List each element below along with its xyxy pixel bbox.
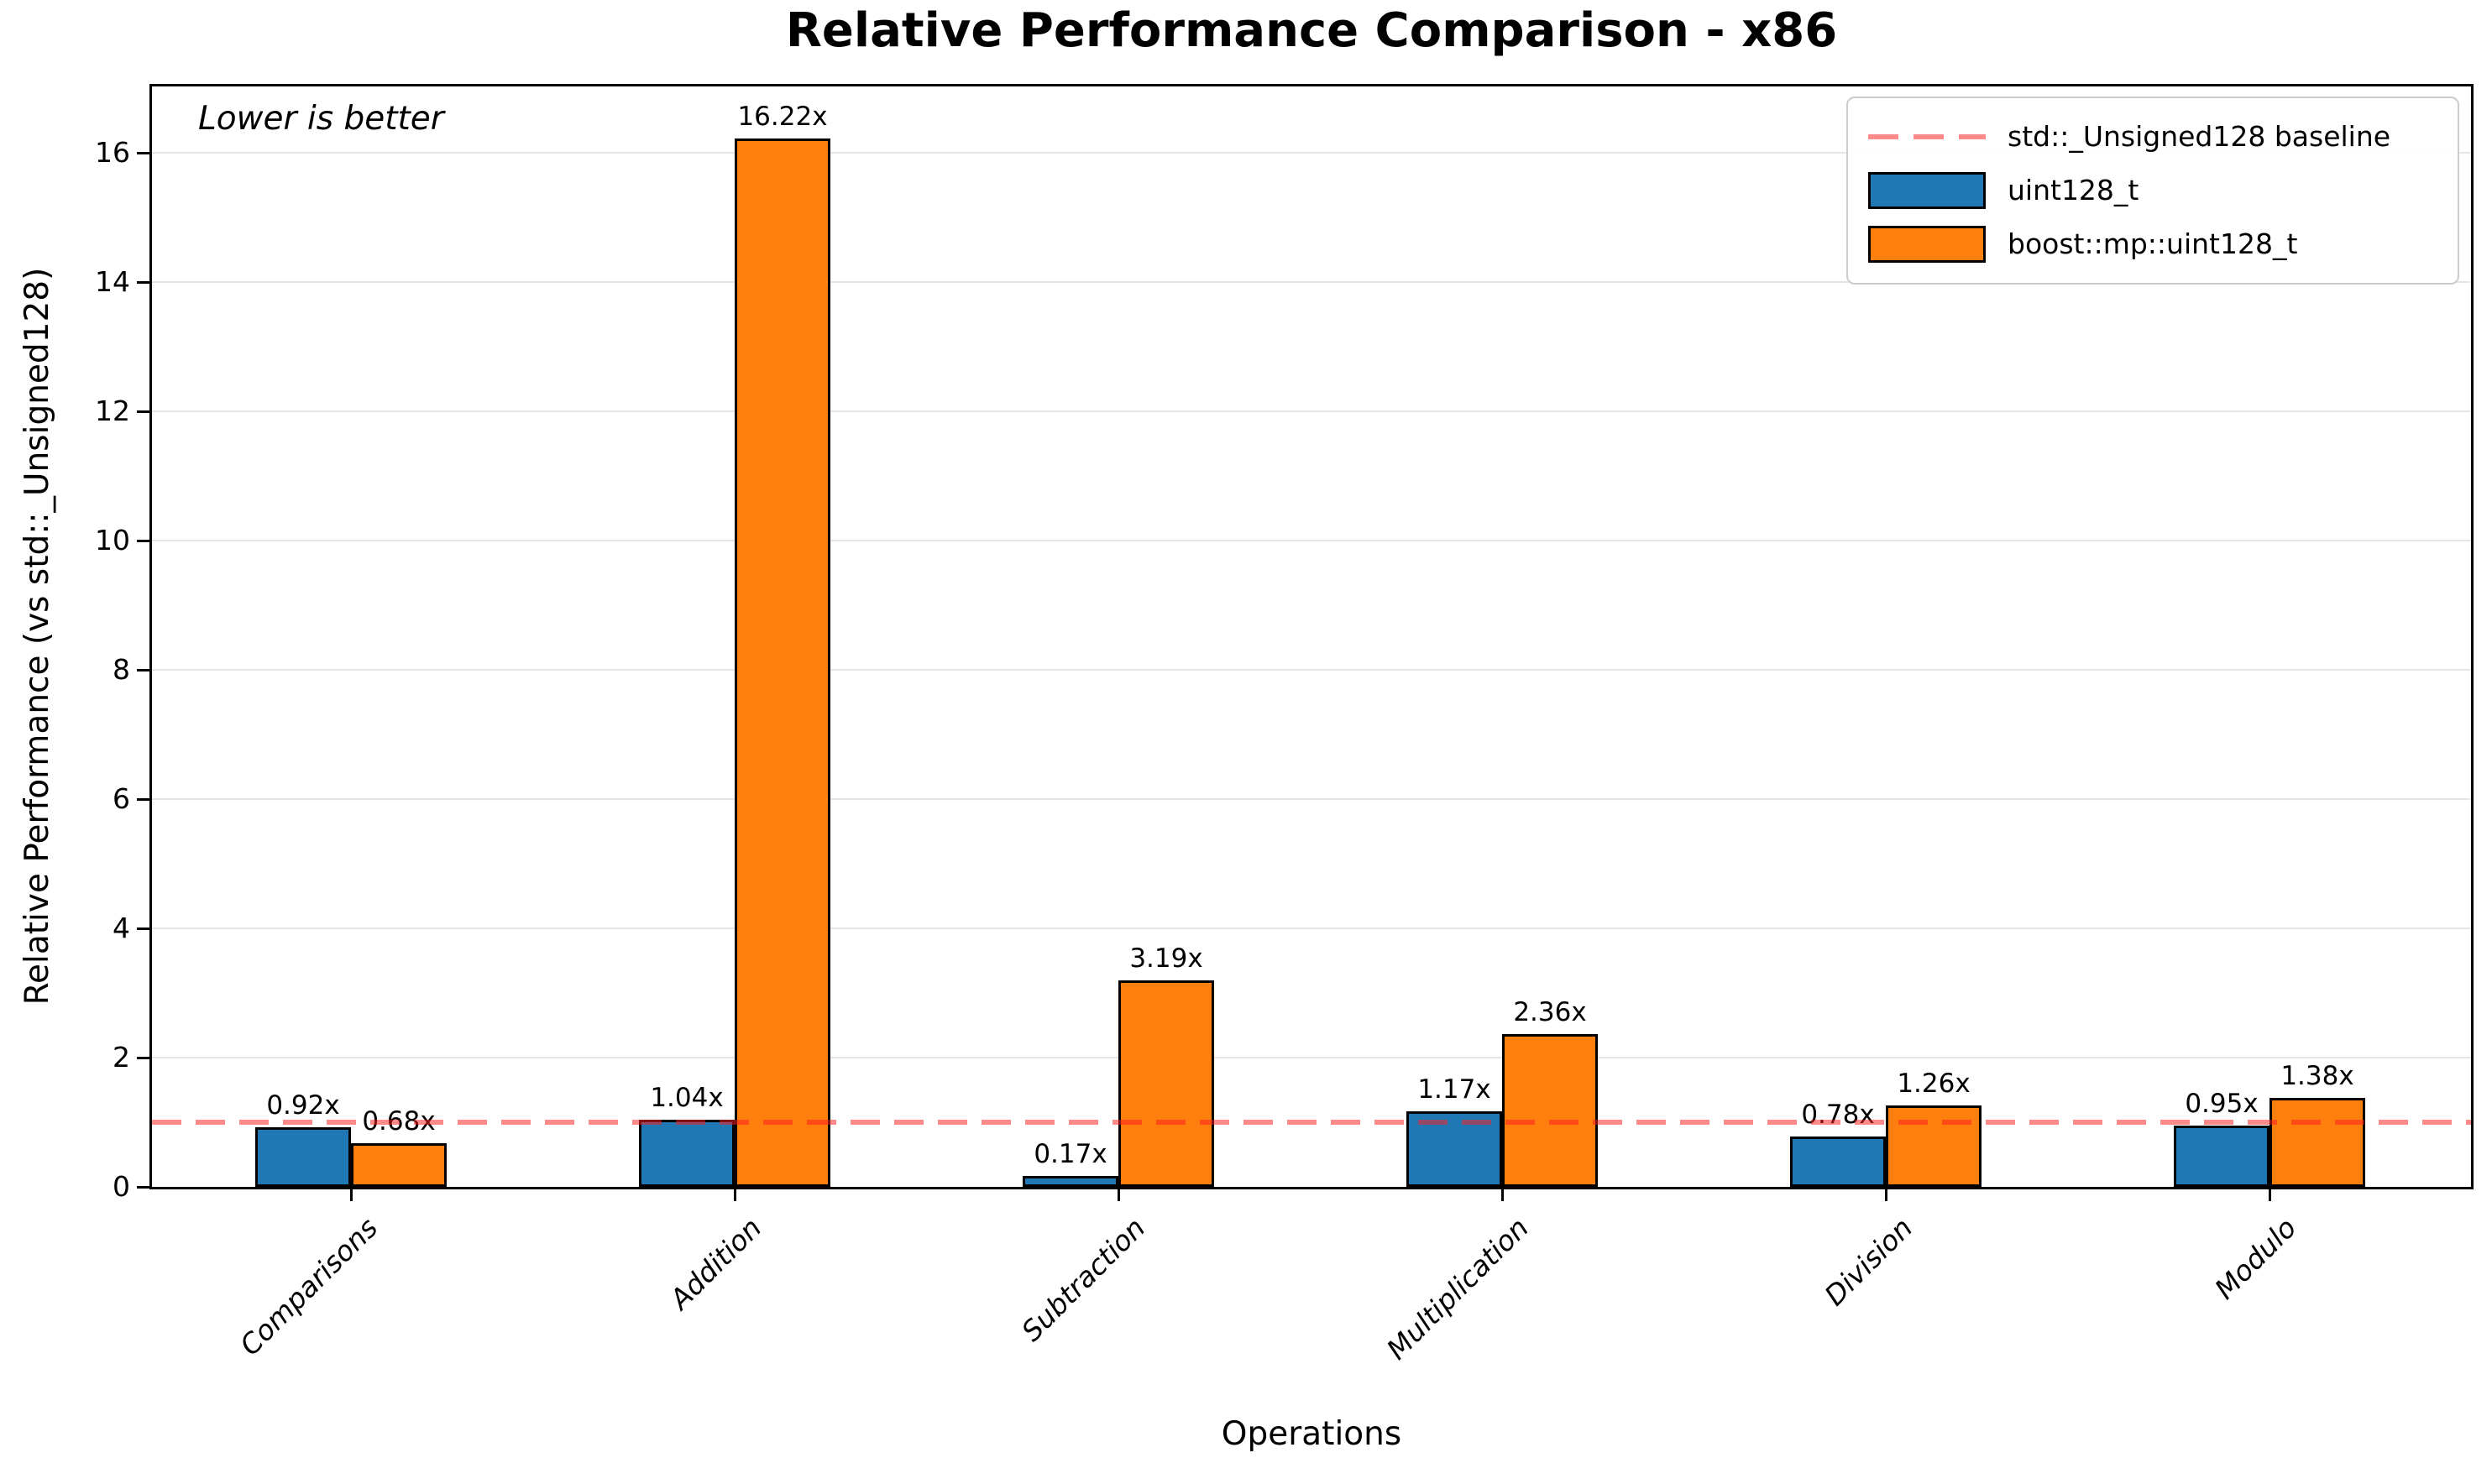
gridline <box>152 1057 2471 1059</box>
baseline-dash-icon <box>1868 134 1986 139</box>
y-tick-label: 16 <box>95 136 130 170</box>
x-axis-label: Operations <box>1221 1415 1402 1453</box>
gridline <box>152 798 2471 801</box>
y-tick-label: 10 <box>95 524 130 557</box>
bar-value-label: 0.95x <box>2185 1088 2259 1119</box>
gridline <box>152 928 2471 930</box>
legend-row-baseline: std::_Unsigned128 baseline <box>1868 110 2437 164</box>
y-tick-label: 12 <box>95 395 130 428</box>
gridline <box>152 540 2471 542</box>
x-tick-mark <box>1117 1189 1120 1201</box>
bar-value-label: 16.22x <box>737 102 828 133</box>
y-axis-label: Relative Performance (vs std::_Unsigned1… <box>18 267 56 1006</box>
baseline-dashed-line <box>152 1120 2471 1126</box>
chart-title: Relative Performance Comparison - x86 <box>785 3 1838 58</box>
gridline <box>152 669 2471 671</box>
y-tick-label: 14 <box>95 265 130 299</box>
blue-swatch-icon <box>1868 172 1986 209</box>
legend-row-boost: boost::mp::uint128_t <box>1868 217 2437 271</box>
gridline <box>152 152 2471 154</box>
x-tick-label-modulo: Modulo <box>2208 1211 2303 1306</box>
bar-uint128_t-modulo <box>2174 1125 2270 1187</box>
legend-label-boost: boost::mp::uint128_t <box>2008 227 2298 260</box>
y-tick-mark <box>137 1185 149 1189</box>
bar-uint128_t-division <box>1790 1136 1886 1187</box>
y-tick-label: 8 <box>113 653 130 687</box>
bar-boost::mp::uint128_t-modulo <box>2270 1097 2365 1187</box>
y-tick-label: 6 <box>113 782 130 816</box>
bar-boost::mp::uint128_t-subtraction <box>1118 980 1214 1187</box>
gridline <box>152 281 2471 284</box>
y-tick-mark <box>137 539 149 542</box>
y-tick-label: 0 <box>113 1170 130 1203</box>
x-tick-mark <box>1884 1189 1887 1201</box>
legend-row-uint128: uint128_t <box>1868 164 2437 217</box>
bar-value-label: 0.92x <box>266 1090 340 1121</box>
y-tick-mark <box>137 797 149 801</box>
bar-value-label: 3.19x <box>1129 943 1203 975</box>
y-tick-mark <box>137 151 149 154</box>
bar-value-label: 1.26x <box>1897 1069 1971 1099</box>
legend-label-baseline: std::_Unsigned128 baseline <box>2008 120 2391 153</box>
bar-uint128_t-addition <box>639 1119 735 1187</box>
orange-swatch-icon <box>1868 226 1986 263</box>
bar-value-label: 2.36x <box>1513 997 1587 1028</box>
x-tick-label-comparisons: Comparisons <box>233 1211 385 1362</box>
bar-uint128_t-subtraction <box>1023 1175 1118 1187</box>
bar-boost::mp::uint128_t-multiplication <box>1502 1034 1598 1187</box>
lower-is-better-annotation: Lower is better <box>198 100 444 138</box>
bar-uint128_t-comparisons <box>255 1127 351 1187</box>
bar-boost::mp::uint128_t-comparisons <box>351 1142 447 1187</box>
bar-value-label: 1.04x <box>650 1082 724 1113</box>
y-tick-mark <box>137 280 149 284</box>
y-tick-label: 4 <box>113 912 130 945</box>
y-tick-mark <box>137 1056 149 1059</box>
y-tick-label: 2 <box>113 1041 130 1074</box>
x-tick-mark <box>1500 1189 1504 1201</box>
bar-boost::mp::uint128_t-division <box>1886 1105 1982 1187</box>
bar-value-label: 0.17x <box>1034 1138 1107 1169</box>
bar-boost::mp::uint128_t-addition <box>735 138 830 1187</box>
legend-label-uint128: uint128_t <box>2008 174 2139 206</box>
x-tick-mark <box>2268 1189 2271 1201</box>
x-tick-mark <box>733 1189 736 1201</box>
legend: std::_Unsigned128 baseline uint128_t boo… <box>1846 97 2459 285</box>
x-tick-label-addition: Addition <box>663 1211 768 1316</box>
bar-value-label: 1.17x <box>1417 1074 1491 1105</box>
bar-value-label: 1.38x <box>2280 1060 2354 1091</box>
x-tick-mark <box>349 1189 353 1201</box>
gridline <box>152 410 2471 413</box>
x-tick-label-multiplication: Multiplication <box>1380 1211 1536 1366</box>
plot-area: 0.92x 1.04x 0.17x 1.17x 0.78x 0.95x 0.68x 16.22… <box>149 84 2474 1189</box>
y-tick-mark <box>137 410 149 413</box>
x-tick-label-division: Division <box>1818 1211 1919 1313</box>
y-tick-mark <box>137 668 149 671</box>
x-tick-label-subtraction: Subtraction <box>1015 1211 1152 1348</box>
y-tick-mark <box>137 927 149 930</box>
